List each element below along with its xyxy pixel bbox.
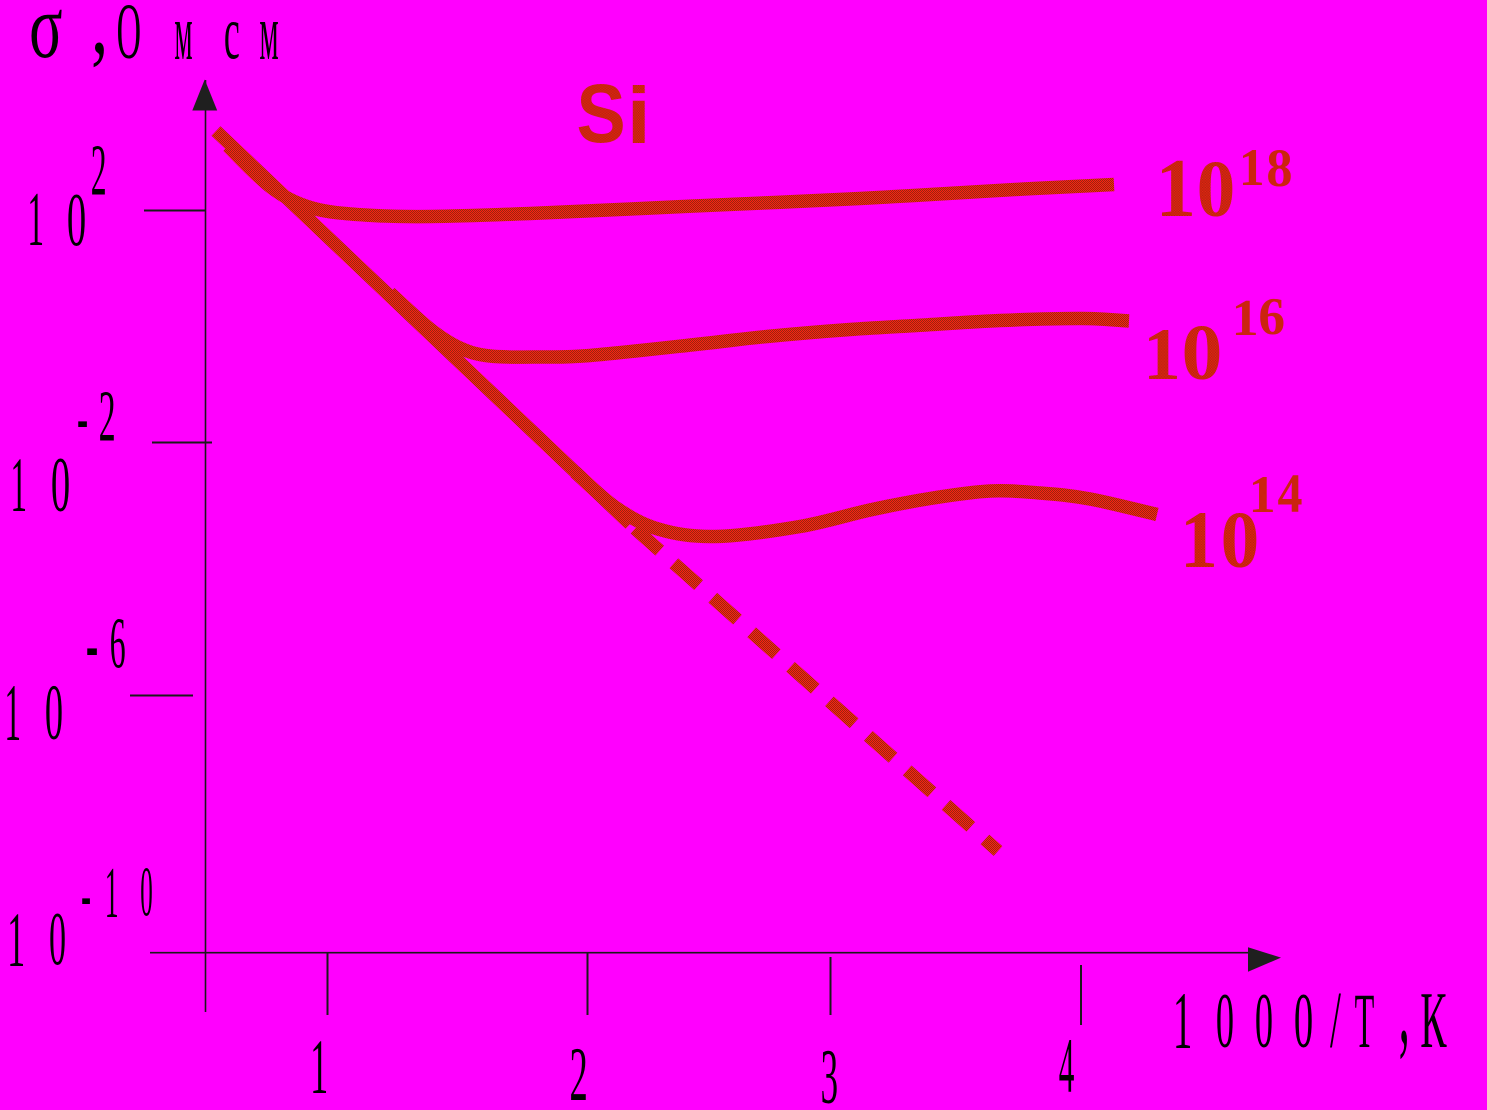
svg-text:2: 2 xyxy=(570,1032,588,1110)
svg-text:4: 4 xyxy=(1278,463,1303,523)
svg-text:4: 4 xyxy=(1059,1023,1075,1110)
svg-text:1: 1 xyxy=(27,176,44,262)
svg-text:1: 1 xyxy=(1156,142,1197,234)
svg-text:,: , xyxy=(91,0,108,74)
svg-text:1: 1 xyxy=(4,667,21,759)
svg-text:/: / xyxy=(1330,975,1341,1064)
svg-text:1: 1 xyxy=(10,442,27,529)
svg-text:0: 0 xyxy=(49,896,66,981)
svg-text:м: м xyxy=(174,0,192,78)
svg-text:0: 0 xyxy=(1216,979,1234,1065)
svg-text:3: 3 xyxy=(821,1034,838,1110)
svg-text:1: 1 xyxy=(1232,290,1259,347)
svg-text:О: О xyxy=(117,0,141,76)
svg-text:1: 1 xyxy=(7,897,25,984)
svg-text:с: с xyxy=(224,0,240,76)
svg-text:2: 2 xyxy=(99,376,116,457)
svg-text:2: 2 xyxy=(91,131,107,211)
svg-text:i: i xyxy=(627,71,651,160)
svg-text:1: 1 xyxy=(1173,975,1192,1066)
svg-text:1: 1 xyxy=(1143,314,1181,396)
svg-text:0: 0 xyxy=(51,442,70,528)
svg-text:S: S xyxy=(577,67,626,160)
svg-text:0: 0 xyxy=(1182,308,1223,396)
svg-text:0: 0 xyxy=(67,179,86,264)
svg-text:1: 1 xyxy=(310,1024,328,1110)
svg-text:-: - xyxy=(81,853,91,936)
svg-text:8: 8 xyxy=(1266,137,1292,198)
svg-text:К: К xyxy=(1420,976,1447,1065)
svg-text:1: 1 xyxy=(1249,464,1276,523)
svg-text:σ: σ xyxy=(29,0,62,78)
svg-text:м: м xyxy=(259,0,278,78)
svg-text:-: - xyxy=(77,375,88,459)
svg-text:0: 0 xyxy=(1197,145,1236,234)
svg-text:Т: Т xyxy=(1355,978,1375,1066)
svg-text:1: 1 xyxy=(1180,495,1218,585)
svg-text:6: 6 xyxy=(1258,288,1285,346)
svg-text:,: , xyxy=(1399,945,1410,1067)
svg-text:-: - xyxy=(86,594,98,692)
svg-text:0: 0 xyxy=(1255,979,1273,1065)
svg-text:0: 0 xyxy=(140,854,152,931)
svg-text:1: 1 xyxy=(105,852,119,933)
svg-text:0: 0 xyxy=(1221,496,1260,585)
svg-text:0: 0 xyxy=(1294,978,1313,1064)
svg-text:0: 0 xyxy=(45,669,63,756)
svg-text:1: 1 xyxy=(1239,138,1265,197)
svg-text:6: 6 xyxy=(110,604,126,684)
